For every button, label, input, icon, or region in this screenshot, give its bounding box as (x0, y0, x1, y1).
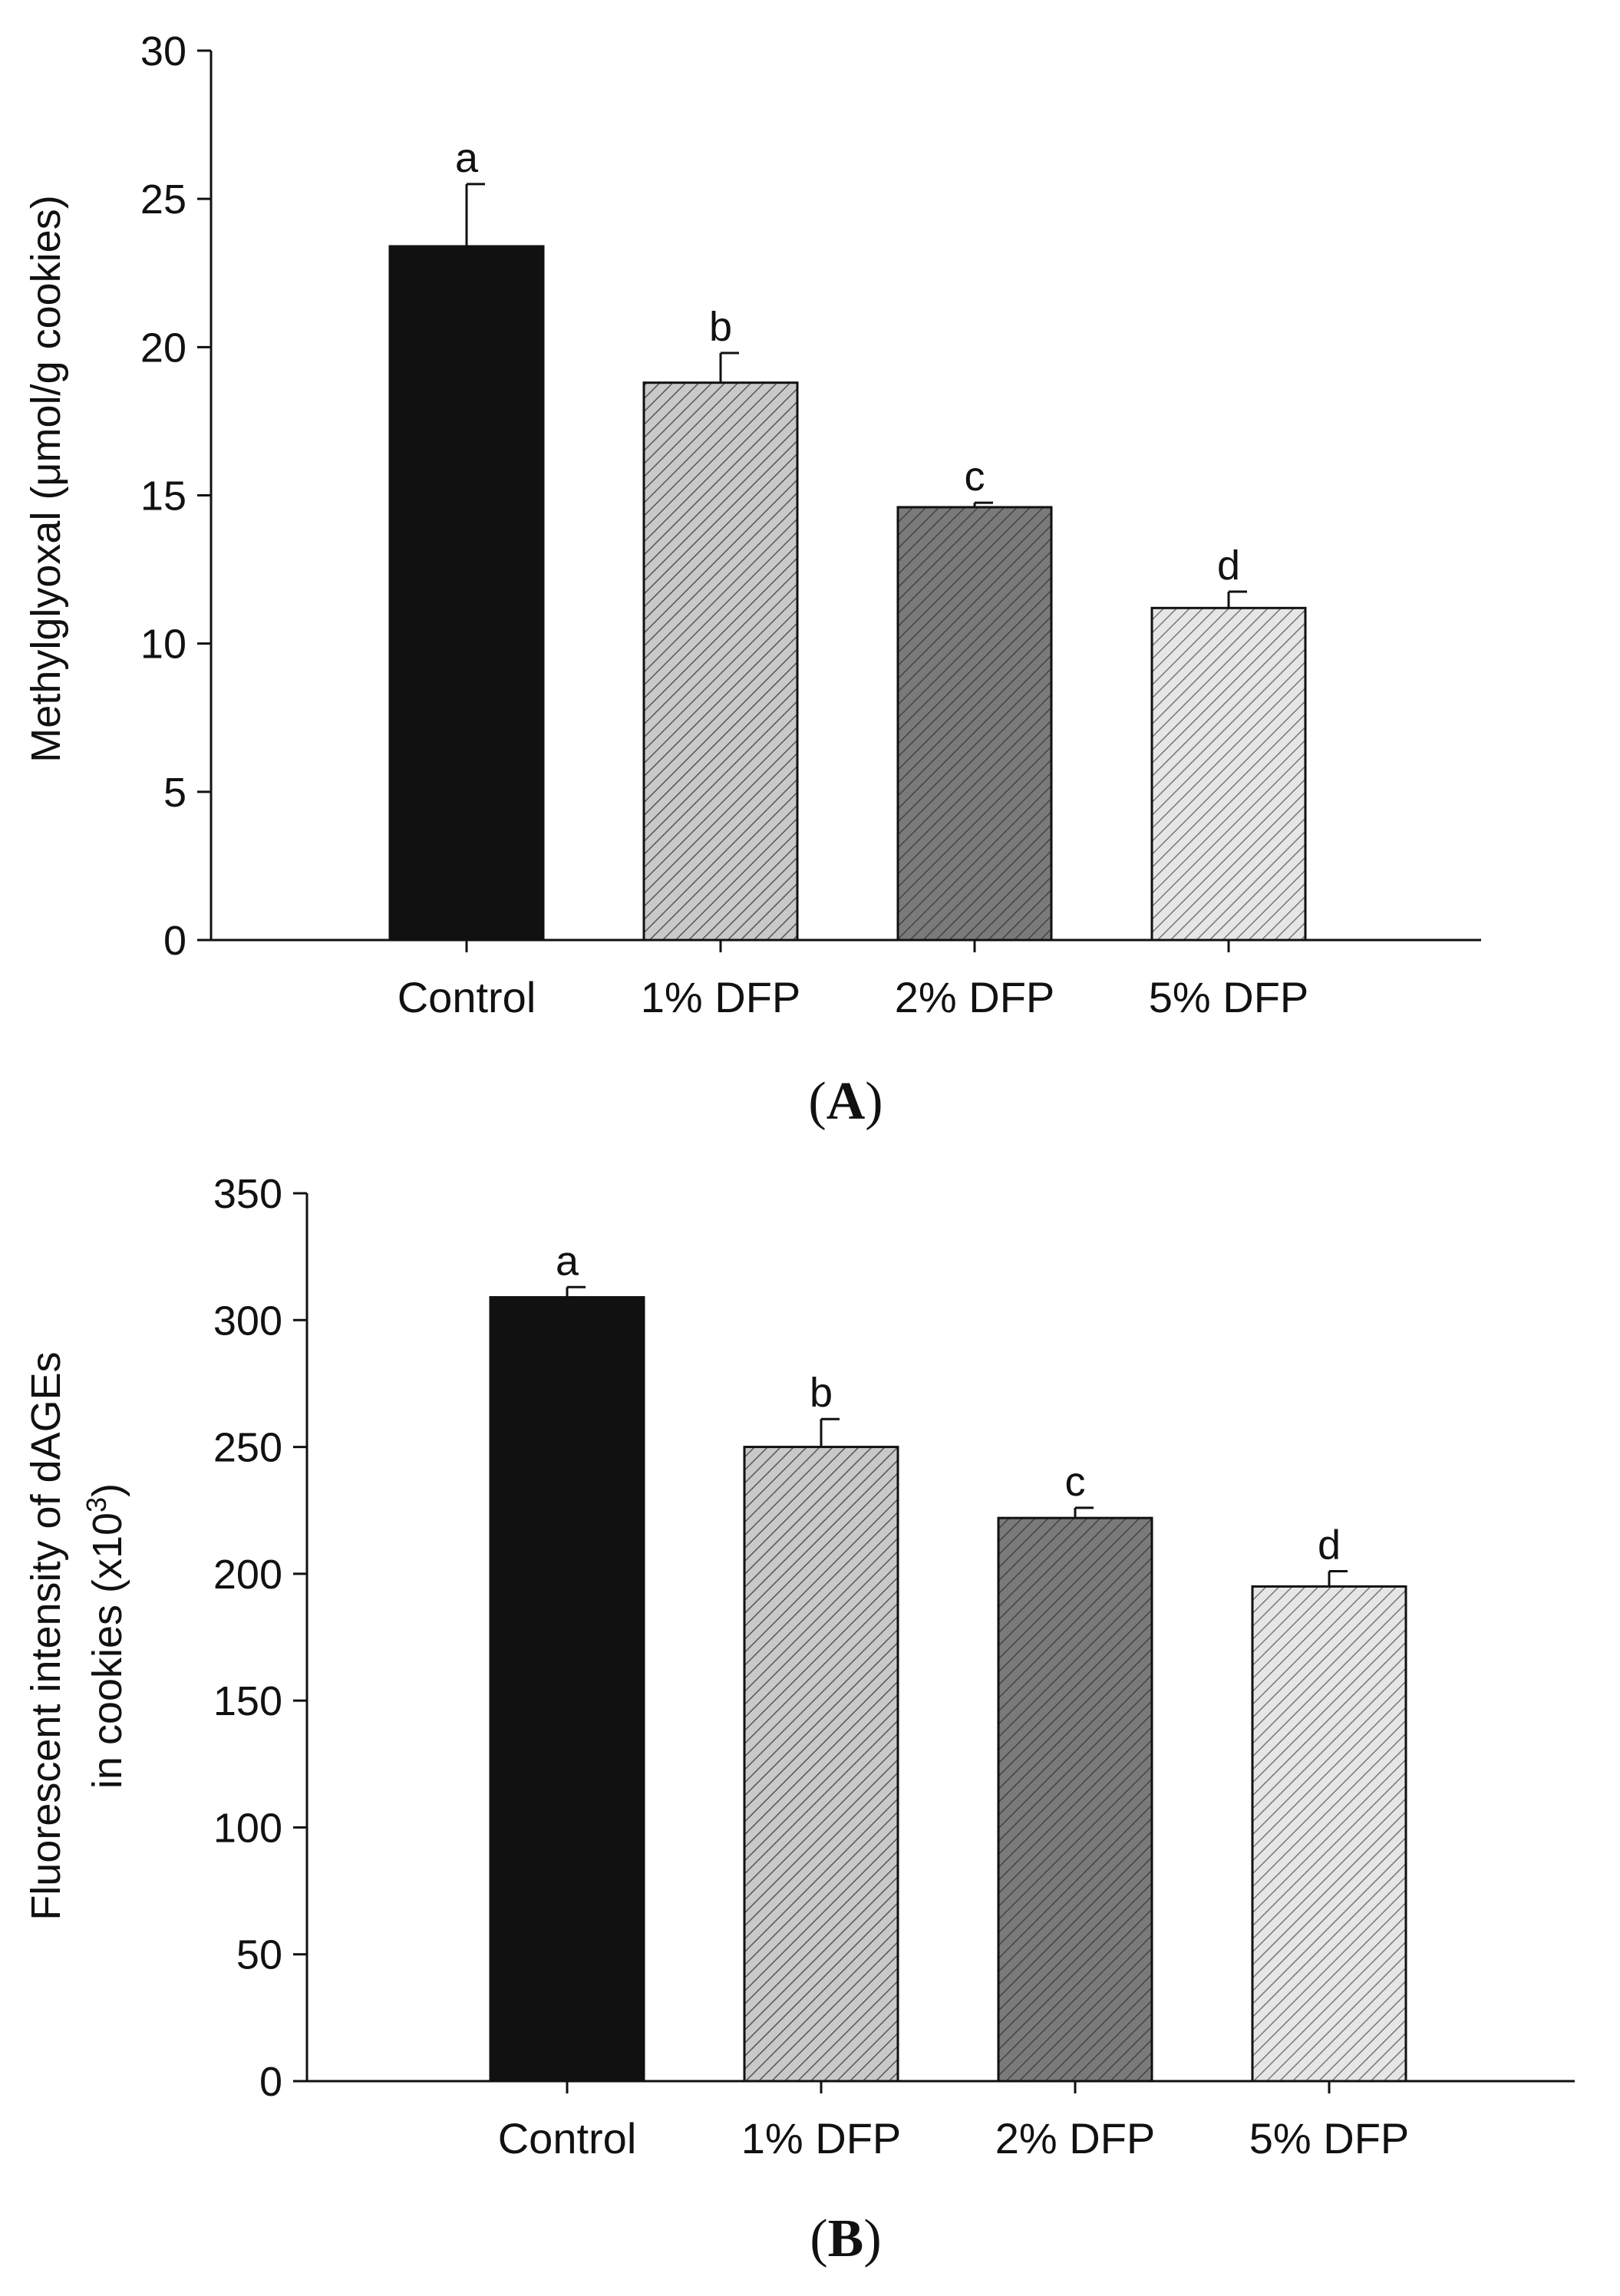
significance-letter: d (1217, 543, 1240, 589)
chart-b-bars: a b c d (489, 1238, 1407, 2083)
x-category-label: 1% DFP (741, 2114, 902, 2162)
significance-letter: b (810, 1370, 833, 1416)
panel-label-b: (B) (810, 2209, 881, 2268)
bar-1-dfp (642, 381, 799, 942)
significance-letter: a (455, 135, 479, 181)
chart-panel-a: 0 5 10 15 20 25 30 Control 1% DFP 2% DFP 5% DFP a b… (23, 28, 1481, 1021)
bar-control (489, 1296, 645, 2083)
y-tick-label: 20 (140, 325, 186, 371)
significance-letter: d (1318, 1522, 1341, 1569)
chart-a-y-axis-title: Methylglyoxal (μmol/g cookies) (23, 195, 69, 762)
y-tick-label: 15 (140, 473, 186, 520)
chart-b-axes: 0 50 100 150 200 250 300 350 Control 1% DFP 2% DFP… (213, 1171, 1575, 2162)
significance-letter: c (1065, 1459, 1086, 1505)
y-tick-label: 10 (140, 622, 186, 668)
chart-b-y-axis-title-line1: Fluorescent intensity of dAGEs (23, 1351, 69, 1920)
significance-letter: c (965, 454, 985, 500)
y-tick-label: 300 (213, 1298, 282, 1344)
significance-letter: a (556, 1238, 579, 1284)
y-tick-label: 250 (213, 1425, 282, 1471)
y-tick-label: 150 (213, 1678, 282, 1724)
y-tick-label: 0 (163, 918, 186, 964)
x-category-label: Control (498, 2114, 637, 2162)
y-tick-label: 5 (163, 770, 186, 816)
x-category-label: Control (398, 973, 536, 1021)
x-category-label: 1% DFP (641, 973, 801, 1021)
x-category-label: 5% DFP (1149, 973, 1309, 1021)
y-tick-label: 350 (213, 1171, 282, 1217)
y-tick-label: 200 (213, 1552, 282, 1598)
bar-5-dfp (1150, 606, 1307, 942)
y-tick-label: 50 (236, 1932, 282, 1978)
x-category-label: 2% DFP (995, 2114, 1156, 2162)
y-tick-label: 0 (259, 2059, 282, 2105)
y-tick-label: 100 (213, 1805, 282, 1851)
y-tick-label: 30 (140, 28, 186, 74)
chart-panel-b: 0 50 100 150 200 250 300 350 Control 1% DFP 2% DFP… (23, 1171, 1575, 2162)
chart-a-bars: a b c d (388, 135, 1307, 942)
panel-label-a: (A) (808, 1072, 883, 1131)
bar-2-dfp (896, 506, 1053, 942)
x-category-label: 5% DFP (1249, 2114, 1410, 2162)
y-tick-label: 25 (140, 176, 186, 223)
x-category-label: 2% DFP (895, 973, 1055, 1021)
bar-control (388, 245, 545, 942)
bar-2-dfp (997, 1516, 1153, 2083)
chart-a-axes: 0 5 10 15 20 25 30 Control 1% DFP 2% DFP 5% DFP (140, 28, 1481, 1021)
significance-letter: b (709, 304, 732, 350)
bar-5-dfp (1251, 1585, 1407, 2083)
bar-1-dfp (743, 1446, 899, 2083)
chart-b-y-axis-title-line2: in cookies (x103) (81, 1483, 131, 1789)
